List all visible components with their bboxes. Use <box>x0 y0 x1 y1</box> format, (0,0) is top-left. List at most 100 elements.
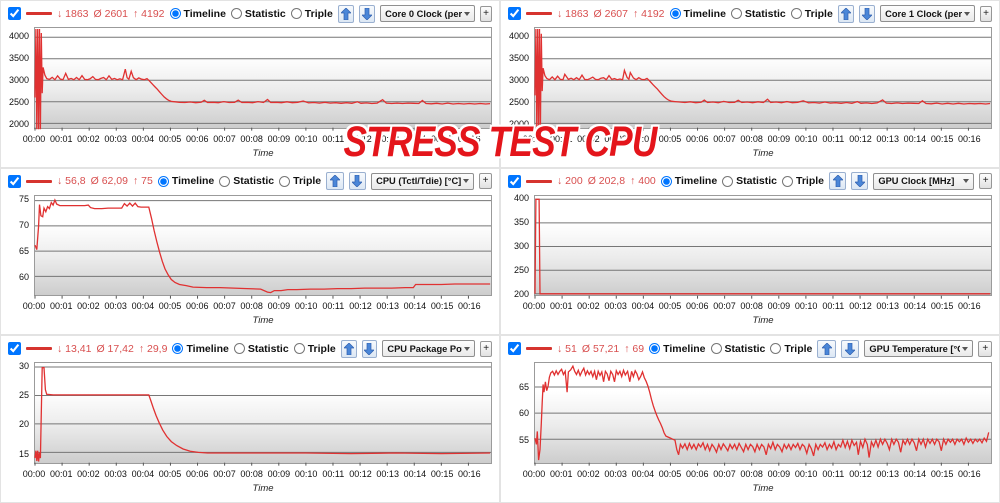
triple-radio[interactable]: Triple <box>279 175 321 187</box>
move-down-button[interactable] <box>361 339 378 358</box>
move-up-button[interactable] <box>837 4 854 23</box>
x-tick-label: 00:03 <box>604 133 627 144</box>
chart-line <box>34 366 491 466</box>
move-up-button[interactable] <box>326 172 344 191</box>
timeline-radio-input[interactable] <box>649 343 661 355</box>
panel-core0-clock: ↓ 1863 Ø 2601 ↑ 4192 Timeline Statistic … <box>0 0 500 168</box>
statistic-radio-input[interactable] <box>710 343 722 355</box>
move-up-button[interactable] <box>829 172 847 191</box>
move-down-button[interactable] <box>348 172 367 191</box>
triple-radio-input[interactable] <box>790 8 802 19</box>
add-sensor-button[interactable]: + <box>479 173 492 190</box>
statistic-radio-input[interactable] <box>233 343 245 355</box>
timeline-radio[interactable]: Timeline <box>172 343 229 355</box>
x-tick-label: 00:14 <box>903 301 927 312</box>
timeline-radio-input[interactable] <box>669 8 681 19</box>
timeline-radio[interactable]: Timeline <box>157 175 214 187</box>
statistic-radio[interactable]: Statistic <box>722 175 777 187</box>
sensor-visible-checkbox[interactable] <box>8 174 21 188</box>
statistic-radio[interactable]: Statistic <box>219 175 274 187</box>
add-sensor-button[interactable]: + <box>978 340 993 357</box>
move-up-button[interactable] <box>337 4 354 23</box>
statistic-radio-input[interactable] <box>730 8 742 19</box>
x-tick-label: 00:10 <box>294 469 318 479</box>
triple-radio-input[interactable] <box>293 343 305 355</box>
triple-radio[interactable]: Triple <box>290 8 333 20</box>
triple-radio[interactable]: Triple <box>790 8 833 20</box>
chart-area: 60 65 70 75 00:00 00:01 00:02 00:03 00:04 00:05 0… <box>1 192 499 335</box>
statistic-radio[interactable]: Statistic <box>233 343 289 355</box>
triple-radio-input[interactable] <box>279 175 291 187</box>
statistic-radio-input[interactable] <box>230 8 242 19</box>
x-tick-label: 00:07 <box>713 469 736 479</box>
statistic-radio[interactable]: Statistic <box>230 8 286 20</box>
statistic-radio[interactable]: Statistic <box>710 343 765 355</box>
sensor-select[interactable]: GPU Temperature [°C] <box>864 340 974 358</box>
statistic-radio[interactable]: Statistic <box>730 8 786 20</box>
x-tick-label: 00:00 <box>522 301 546 312</box>
chart-area: 55 60 65 00:00 00:01 00:02 00:03 00:04 00:05 00:… <box>501 359 999 502</box>
min-value: ↓ 200 <box>557 175 583 188</box>
add-sensor-button[interactable]: + <box>480 340 492 357</box>
x-tick-label: 00:13 <box>876 133 899 144</box>
sensor-select[interactable]: CPU Package Power (SMU) [W] <box>382 340 476 358</box>
triple-radio-input[interactable] <box>782 175 794 187</box>
x-tick-label: 00:16 <box>458 301 481 312</box>
timeline-radio-input[interactable] <box>660 175 672 187</box>
move-down-button[interactable] <box>858 4 876 23</box>
move-up-button[interactable] <box>340 339 357 358</box>
sensor-visible-checkbox[interactable] <box>8 7 21 20</box>
x-tick-label: 00:02 <box>77 301 100 312</box>
move-down-button[interactable] <box>840 339 860 358</box>
add-sensor-button[interactable]: + <box>980 5 992 22</box>
sensor-visible-checkbox[interactable] <box>508 174 521 188</box>
timeline-radio-input[interactable] <box>172 343 184 355</box>
statistic-radio-input[interactable] <box>722 175 734 187</box>
x-axis: 00:00 00:01 00:02 00:03 00:04 00:05 00:06 00:07… <box>523 467 992 479</box>
triple-radio-input[interactable] <box>770 343 782 355</box>
sensor-select[interactable]: GPU Clock [MHz] <box>873 172 975 190</box>
y-tick-label: 60 <box>518 408 529 419</box>
timeline-radio[interactable]: Timeline <box>669 8 726 20</box>
y-tick-label: 3000 <box>508 75 529 86</box>
triple-radio[interactable]: Triple <box>770 343 812 355</box>
timeline-radio[interactable]: Timeline <box>169 8 226 20</box>
sensor-select[interactable]: Core 0 Clock (perf #4) [MHz] <box>380 5 476 22</box>
arrow-down-icon <box>845 342 856 355</box>
x-tick-label: 00:07 <box>213 133 236 144</box>
sensor-select[interactable]: CPU (Tctl/Tdie) [°C] <box>371 172 475 190</box>
y-tick-label: 2000 <box>8 119 29 130</box>
triple-radio[interactable]: Triple <box>293 343 336 355</box>
x-tick-label: 00:16 <box>458 133 481 144</box>
arrow-down-icon <box>364 342 375 355</box>
x-tick-label: 00:05 <box>158 301 182 312</box>
triple-radio-input[interactable] <box>290 8 302 19</box>
timeline-radio[interactable]: Timeline <box>660 175 717 187</box>
x-tick-label: 00:06 <box>185 301 209 312</box>
x-tick-label: 00:15 <box>930 469 954 479</box>
series-color-swatch <box>26 179 52 183</box>
statistic-radio-input[interactable] <box>219 175 231 187</box>
min-value: ↓ 13,41 <box>57 342 92 355</box>
y-tick-label: 300 <box>513 241 529 252</box>
sensor-visible-checkbox[interactable] <box>508 342 521 356</box>
x-tick-label: 00:04 <box>631 469 655 479</box>
y-axis: 2000 2500 3000 3500 4000 <box>1 27 32 129</box>
add-sensor-button[interactable]: + <box>979 173 993 190</box>
y-tick-label: 2500 <box>8 97 29 108</box>
sensor-select[interactable]: Core 1 Clock (perf #7) [MHz] <box>880 5 976 22</box>
add-sensor-button[interactable]: + <box>480 5 492 22</box>
timeline-radio-input[interactable] <box>157 175 169 187</box>
x-tick-label: 00:02 <box>577 301 600 312</box>
x-tick-label: 00:15 <box>430 301 454 312</box>
sensor-visible-checkbox[interactable] <box>508 7 521 20</box>
move-up-button[interactable] <box>817 339 836 358</box>
triple-radio[interactable]: Triple <box>782 175 824 187</box>
move-down-button[interactable] <box>358 4 376 23</box>
chart-line <box>534 28 991 131</box>
move-down-button[interactable] <box>851 172 869 191</box>
sensor-visible-checkbox[interactable] <box>8 342 21 356</box>
x-tick-label: 00:11 <box>322 301 345 312</box>
timeline-radio[interactable]: Timeline <box>649 343 706 355</box>
timeline-radio-input[interactable] <box>169 8 181 19</box>
